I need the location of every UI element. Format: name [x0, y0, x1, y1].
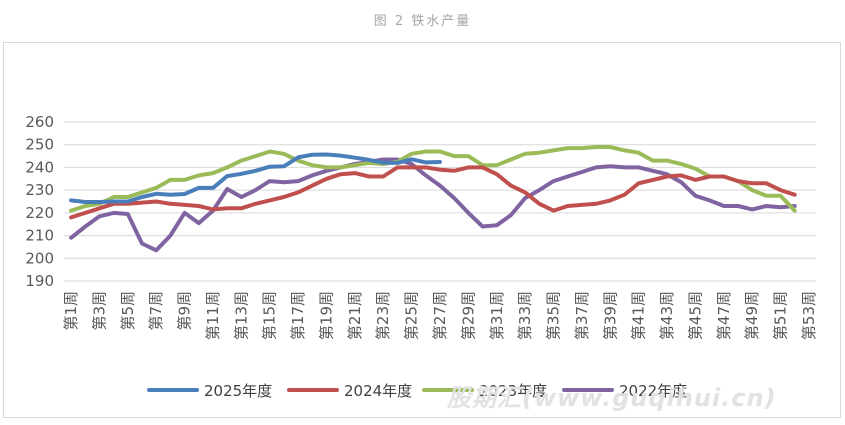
x-tick-label: 第19周	[317, 291, 335, 340]
series-lines	[69, 145, 797, 253]
x-tick-label: 第5周	[119, 291, 137, 331]
x-tick-label: 第21周	[346, 291, 364, 340]
watermark-text: 股期汇(www.guqihui.cn)	[447, 384, 777, 412]
x-tick-label: 第11周	[204, 291, 222, 340]
legend-label: 2024年度	[344, 382, 412, 400]
y-tick-label: 260	[25, 113, 54, 131]
y-tick-label: 190	[25, 272, 54, 290]
y-tick-label: 200	[25, 249, 54, 267]
x-tick-label: 第37周	[573, 291, 591, 340]
y-tick-label: 230	[25, 181, 54, 199]
x-tick-label: 第49周	[743, 291, 761, 340]
x-tick-label: 第53周	[800, 291, 818, 340]
x-axis: 第1周 第3周 第5周 第7周 第9周 第11周 第13周 第15周 第17周 第19周 第21周第…	[62, 280, 818, 340]
x-tick-label: 第35周	[545, 291, 563, 340]
x-tick-label: 第45周	[686, 291, 704, 340]
chart-frame: 190 200 210 220 230 240 250 260 第1周 第3周 第5周 第7周 第9周…	[3, 42, 841, 418]
y-tick-label: 220	[25, 204, 54, 222]
legend-label: 2025年度	[204, 382, 272, 400]
x-tick-label: 第47周	[715, 291, 733, 340]
x-tick-label: 第39周	[601, 291, 619, 340]
x-tick-label: 第27周	[431, 291, 449, 340]
x-tick-label: 第9周	[176, 291, 194, 331]
series-line-2025年度	[69, 152, 442, 204]
x-tick-label: 第43周	[658, 291, 676, 340]
x-tick-label: 第31周	[488, 291, 506, 340]
chart-caption: 图 2 铁水产量	[373, 14, 472, 29]
x-tick-label: 第13周	[232, 291, 250, 340]
x-tick-label: 第3周	[90, 291, 108, 331]
y-tick-label: 240	[25, 158, 54, 176]
x-tick-label: 第29周	[459, 291, 477, 340]
legend-label: 2023年度	[479, 382, 547, 400]
x-tick-label: 第51周	[772, 291, 790, 340]
line-chart: 190 200 210 220 230 240 250 260 第1周 第3周 第5周 第7周 第9周…	[25, 113, 818, 400]
x-tick-label: 第33周	[516, 291, 534, 340]
series-line-2024年度	[69, 165, 797, 220]
series-line-2023年度	[69, 145, 797, 213]
x-tick-label: 第1周	[62, 291, 80, 331]
x-tick-label: 第15周	[261, 291, 279, 340]
x-tick-label: 第41周	[630, 291, 648, 340]
series-line-2022年度	[69, 157, 797, 253]
legend-label: 2022年度	[619, 382, 687, 400]
y-axis-ticks: 190 200 210 220 230 240 250 260	[25, 113, 54, 290]
x-tick-label: 第7周	[147, 291, 165, 331]
y-tick-label: 210	[25, 227, 54, 245]
x-tick-label: 第25周	[403, 291, 421, 340]
x-tick-label: 第17周	[289, 291, 307, 340]
gridlines	[64, 121, 816, 282]
x-tick-label: 第23周	[374, 291, 392, 340]
y-tick-label: 250	[25, 136, 54, 154]
legend: 2025年度 2024年度 2023年度 2022年度	[147, 382, 687, 400]
